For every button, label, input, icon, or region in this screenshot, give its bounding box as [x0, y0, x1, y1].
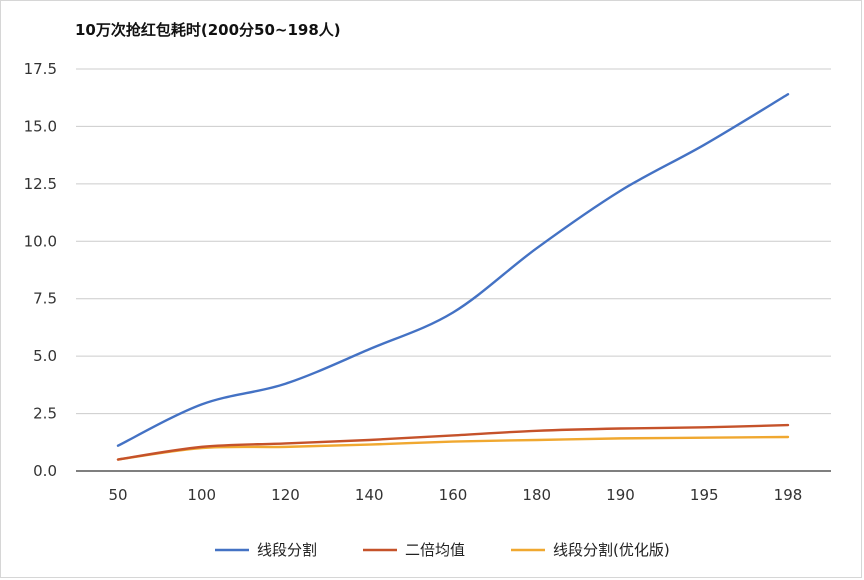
x-tick-label: 180	[522, 486, 551, 504]
y-tick-label: 7.5	[33, 290, 57, 308]
gridlines	[76, 68, 831, 472]
y-tick-label: 2.5	[33, 405, 57, 423]
legend-label-double-average: 二倍均值	[405, 541, 465, 559]
y-tick-label: 12.5	[24, 175, 57, 193]
series-line-double-average	[116, 423, 790, 461]
y-tick-label: 15.0	[24, 117, 57, 135]
legend-label-segment-split: 线段分割	[257, 541, 317, 559]
y-tick-label: 5.0	[33, 347, 57, 365]
x-tick-label: 140	[355, 486, 384, 504]
legend: 线段分割 二倍均值 线段分割(优化版)	[215, 541, 670, 559]
x-tick-label: 190	[606, 486, 635, 504]
y-tick-label: 10.0	[24, 232, 57, 250]
y-tick-label: 0.0	[33, 462, 57, 480]
legend-label-segment-split-optimized: 线段分割(优化版)	[553, 541, 670, 559]
chart-title: 10万次抢红包耗时(200分50~198人)	[75, 21, 341, 39]
x-tick-label: 120	[271, 486, 300, 504]
x-tick-label: 160	[439, 486, 468, 504]
x-tick-label: 50	[108, 486, 127, 504]
series-line-segment-split	[116, 93, 790, 447]
x-tick-label: 195	[690, 486, 719, 504]
x-tick-label: 198	[774, 486, 803, 504]
y-tick-label: 17.5	[24, 60, 57, 78]
x-tick-label: 100	[187, 486, 216, 504]
series-line-segment-split-optimized	[116, 435, 790, 461]
